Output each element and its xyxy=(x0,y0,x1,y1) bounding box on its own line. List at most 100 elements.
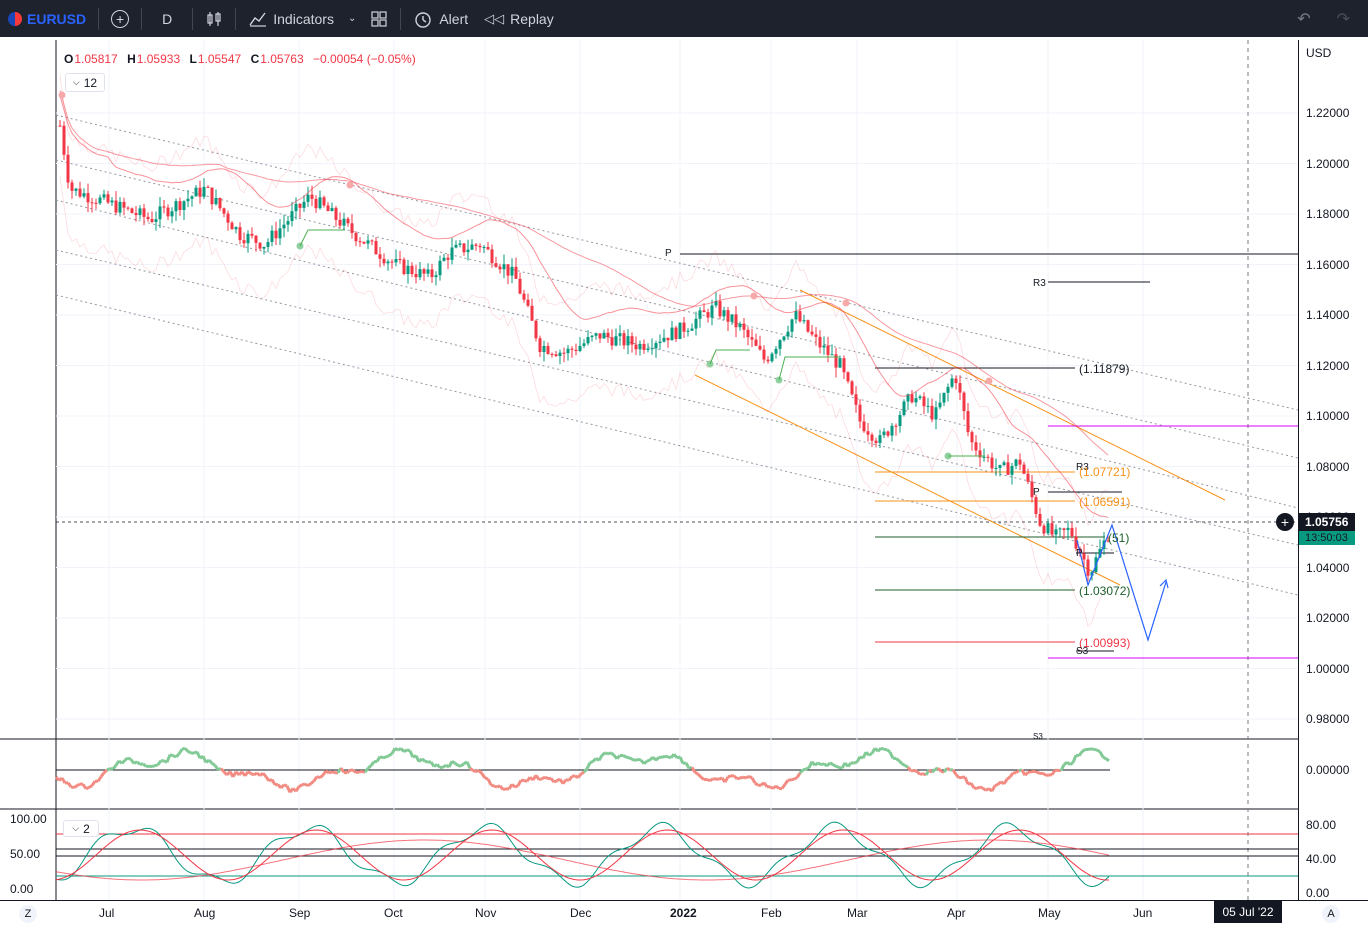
swing-high-marker xyxy=(843,300,850,307)
candle-body xyxy=(703,310,706,312)
oscillator-segment xyxy=(782,784,785,788)
stoch-k-line xyxy=(56,822,1109,888)
oscillator-segment xyxy=(710,779,713,781)
candle-body xyxy=(115,201,118,213)
candle-body xyxy=(447,258,450,260)
fib-level-1-label: (1.11879) xyxy=(1079,362,1129,376)
candle-body xyxy=(219,198,222,208)
oscillator-segment xyxy=(377,757,380,762)
oscillator-segment xyxy=(329,772,332,773)
candle-body xyxy=(99,198,102,204)
add-alert-plus-button[interactable]: + xyxy=(1276,513,1294,531)
candle-body xyxy=(863,421,866,431)
candle-body xyxy=(331,208,334,211)
candle-body xyxy=(171,211,174,216)
candle-body xyxy=(247,234,250,243)
stoch-collapse-button[interactable]: ⌵ 2 xyxy=(63,820,99,837)
candle-body xyxy=(175,201,178,211)
oscillator-segment xyxy=(539,779,542,780)
candle-body xyxy=(343,219,346,226)
oscillator-segment xyxy=(629,758,632,759)
oscillator-segment xyxy=(611,753,614,756)
candle-body xyxy=(443,258,446,261)
candle-body xyxy=(227,214,230,223)
oscillator-segment xyxy=(617,756,620,759)
oscillator-segment xyxy=(518,780,521,785)
indicators-collapse-button[interactable]: ⌵ 12 xyxy=(65,73,105,92)
candle-body xyxy=(679,323,682,339)
oscillator-segment xyxy=(407,750,410,751)
oscillator-segment xyxy=(470,768,473,770)
time-tick: Apr xyxy=(947,906,966,920)
oscillator-segment xyxy=(662,756,665,757)
candle-body xyxy=(363,242,366,244)
candle-body xyxy=(475,245,478,246)
candle-body xyxy=(647,348,650,349)
candle-body xyxy=(123,202,126,208)
candle-body xyxy=(683,323,686,332)
candle-body xyxy=(491,249,494,263)
oscillator-segment xyxy=(569,776,572,780)
candle-body xyxy=(487,247,490,249)
stoch-indicator-count: 2 xyxy=(83,822,90,836)
oscillator-segment xyxy=(749,776,752,778)
oscillator-segment xyxy=(623,756,626,758)
candle-body xyxy=(735,314,738,327)
candle-body xyxy=(631,336,634,344)
oscillator-segment xyxy=(359,771,362,772)
oscillator-segment xyxy=(866,752,869,755)
oscillator-segment xyxy=(185,748,188,751)
oscillator-segment xyxy=(1025,772,1028,775)
oscillator-segment xyxy=(1034,771,1037,772)
candle-body xyxy=(627,336,630,345)
candle-body xyxy=(731,314,734,321)
candle-body xyxy=(591,336,594,337)
price-tick: 1.10000 xyxy=(1306,409,1349,423)
ohlc-legend: O1.05817 H1.05933 L1.05547 C1.05763 −0.0… xyxy=(64,52,422,66)
candle-body xyxy=(267,242,270,247)
pivot-s3-small-label: S3 xyxy=(1033,732,1043,741)
candle-body xyxy=(1055,529,1058,534)
candle-body xyxy=(767,360,770,362)
high-value: 1.05933 xyxy=(137,52,180,66)
envelope-band xyxy=(60,176,1108,626)
currency-label[interactable]: USD xyxy=(1306,46,1331,60)
oscillator-segment xyxy=(698,774,701,777)
candle-body xyxy=(235,227,238,229)
oscillator-segment xyxy=(881,748,884,749)
stoch-right-tick: 80.00 xyxy=(1306,818,1336,832)
oscillator-segment xyxy=(515,786,518,787)
oscillator-segment xyxy=(155,765,158,766)
oscillator-segment xyxy=(1073,755,1076,762)
oscillator-segment xyxy=(695,772,698,774)
candle-body xyxy=(67,155,70,183)
oscillator-segment xyxy=(743,777,746,778)
oscillator-segment xyxy=(503,789,506,790)
candle-body xyxy=(275,231,278,239)
candle-body xyxy=(499,267,502,269)
stoch-left-tick: 50.00 xyxy=(10,847,40,861)
auto-scale-button[interactable]: A xyxy=(1322,905,1340,923)
candle-body xyxy=(911,394,914,402)
oscillator-segment xyxy=(167,755,170,763)
oscillator-segment xyxy=(494,786,497,787)
oscillator-segment xyxy=(755,783,758,785)
oscillator-segment xyxy=(320,775,323,778)
oscillator-segment xyxy=(344,772,347,773)
candle-body xyxy=(1035,497,1038,514)
oscillator-segment xyxy=(959,777,962,778)
oscillator-segment xyxy=(347,770,350,773)
candle-body xyxy=(451,248,454,260)
candle-body xyxy=(159,206,162,219)
zoom-reset-button[interactable]: Z xyxy=(19,905,37,923)
candle-body xyxy=(151,219,154,222)
oscillator-segment xyxy=(932,769,935,772)
time-tick: 2022 xyxy=(670,906,697,920)
change-value: −0.00054 (−0.05%) xyxy=(313,52,416,66)
candle-body xyxy=(107,194,110,202)
candle-body xyxy=(187,199,190,201)
oscillator-segment xyxy=(587,763,590,769)
oscillator-segment xyxy=(356,772,359,773)
candle-body xyxy=(183,201,186,210)
